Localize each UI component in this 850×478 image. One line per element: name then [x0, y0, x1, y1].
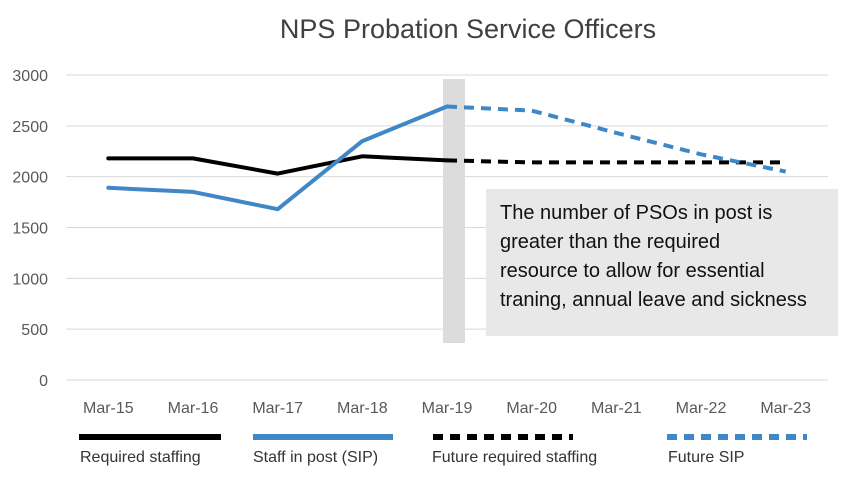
y-tick-label: 500 — [21, 322, 48, 339]
legend-label-future-sip: Future SIP — [668, 449, 745, 466]
series-staff-in-post — [106, 104, 449, 212]
y-tick-label: 1000 — [12, 271, 48, 288]
annotation-line: traning, annual leave and sickness — [500, 289, 807, 311]
x-tick-label: Mar-20 — [506, 400, 557, 417]
annotation-box: The number of PSOs in post is greater th… — [486, 189, 838, 336]
chart-title: NPS Probation Service Officers — [279, 14, 657, 44]
annotation-line: The number of PSOs in post is — [500, 202, 773, 224]
y-tick-label: 3000 — [12, 68, 48, 85]
y-tick-label: 2500 — [12, 119, 48, 136]
x-tick-label: Mar-18 — [337, 400, 388, 417]
series-future-required-staffing — [446, 158, 786, 165]
y-tick-label: 0 — [39, 373, 48, 390]
series-required-staffing — [106, 154, 449, 176]
x-tick-label: Mar-19 — [422, 400, 473, 417]
y-tick-label: 2000 — [12, 170, 48, 187]
x-tick-label: Mar-15 — [83, 400, 134, 417]
x-tick-label: Mar-16 — [168, 400, 219, 417]
annotation-line: greater than the required — [500, 231, 721, 253]
divider-bar — [443, 79, 465, 343]
y-tick-label: 1500 — [12, 221, 48, 238]
legend-label-future-required-staffing: Future required staffing — [432, 449, 598, 466]
legend-label-required-staffing: Required staffing — [80, 449, 201, 466]
x-tick-label: Mar-22 — [676, 400, 727, 417]
x-tick-label: Mar-23 — [760, 400, 811, 417]
annotation-line: resource to allow for essential — [500, 260, 765, 282]
legend-label-staff-in-post: Staff in post (SIP) — [253, 449, 379, 466]
x-tick-label: Mar-17 — [252, 400, 303, 417]
series-future-sip — [446, 104, 787, 174]
x-tick-label: Mar-21 — [591, 400, 642, 417]
